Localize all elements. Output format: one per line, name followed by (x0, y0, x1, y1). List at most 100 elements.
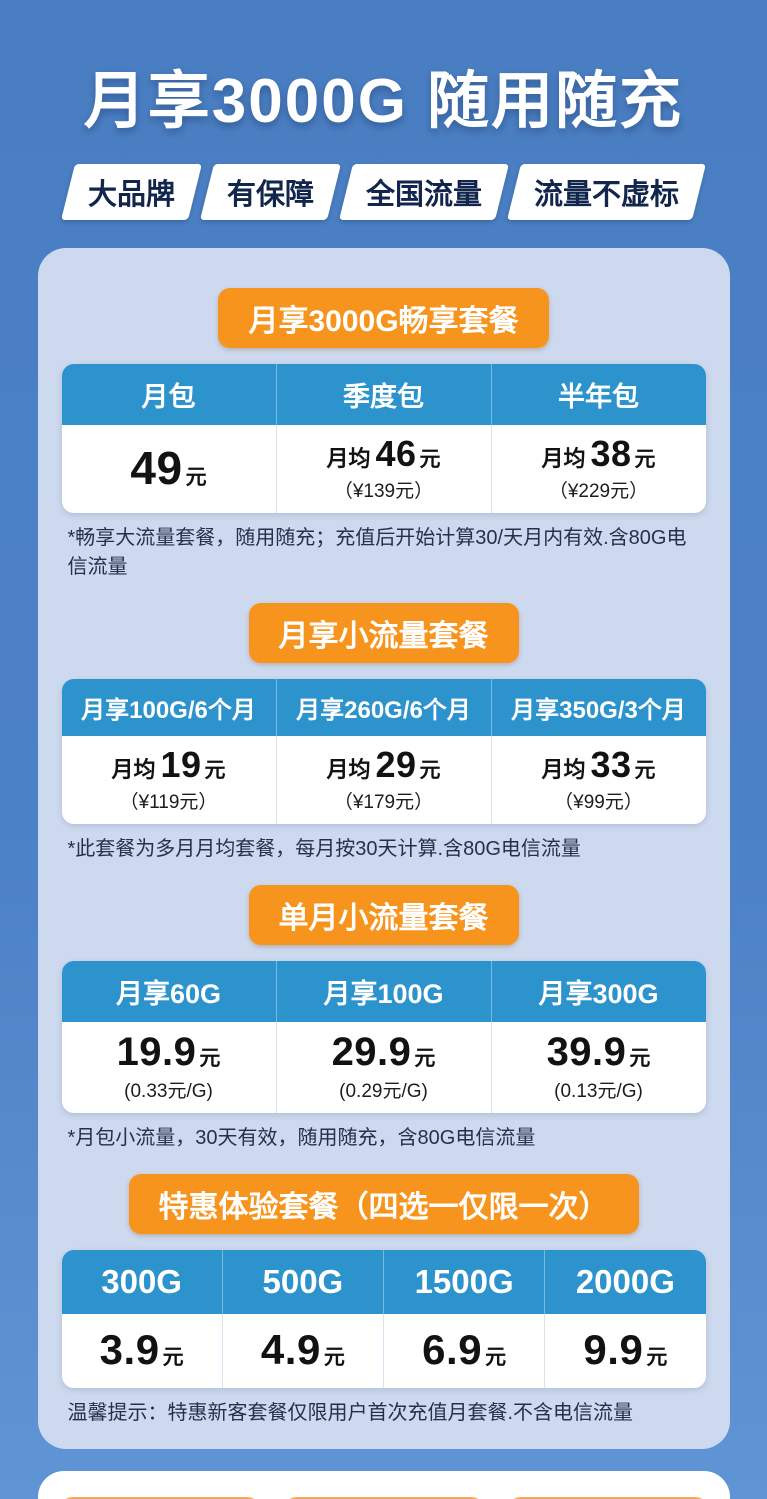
price-value: 4.9 (260, 1326, 321, 1373)
plan-note-warm-tip: 温馨提示：特惠新客套餐仅限用户首次充值月套餐.不含电信流量 (67, 1402, 634, 1424)
price-sub: (0.33元/G) (124, 1081, 213, 1102)
price-value: 9.9 (583, 1326, 644, 1373)
plan-table-small-data-monthly-avg: 月享100G/6个月 月享260G/6个月 月享350G/3个月 月均 19 元 （… (61, 679, 706, 824)
price-line: 9.9 元 (583, 1326, 667, 1374)
price-cell: 9.9 元 (544, 1314, 705, 1388)
price-line: 月均 19 元 (111, 744, 225, 786)
price-cell: 月均 38 元 （¥229元） (490, 425, 706, 513)
column-header: 2000G (544, 1250, 705, 1314)
column-header: 月享300G (490, 961, 706, 1022)
price-value: 29 (375, 744, 417, 785)
price-prefix: 月均 (111, 757, 156, 782)
column-header: 季度包 (275, 364, 491, 425)
badge-label: 大品牌 (87, 179, 175, 211)
price-value: 33 (590, 744, 632, 785)
price-line: 月均 46 元 (326, 433, 440, 475)
badge-label: 流量不虚标 (534, 179, 680, 211)
price-value: 6.9 (422, 1326, 483, 1373)
price-unit: 元 (199, 1047, 221, 1070)
column-header: 月包 (141, 382, 196, 412)
plan-table-enjoy-3000g: 月包 季度包 半年包 49 元 月均 46 元 （¥139元） (61, 364, 706, 513)
plan-table-trial-deal: 300G 500G 1500G 2000G 3.9 元 4.9 元 (61, 1250, 706, 1388)
table-header-row: 月享60G 月享100G 月享300G (61, 961, 706, 1022)
price-cell: 29.9 元 (0.29元/G) (275, 1022, 491, 1113)
badge-row: 大品牌 有保障 全国流量 流量不虚标 (0, 164, 767, 220)
price-line: 49 元 (130, 441, 206, 495)
badge-label: 全国流量 (366, 179, 483, 211)
column-header: 月享100G (275, 961, 491, 1022)
price-sub: （¥179元） (333, 792, 434, 813)
page-title: 月享3000G 随用随充 (83, 67, 684, 136)
table-header-row: 月享100G/6个月 月享260G/6个月 月享350G/3个月 (61, 679, 706, 736)
price-cell: 月均 29 元 （¥179元） (275, 736, 491, 824)
plan-table-single-month-small-data: 月享60G 月享100G 月享300G 19.9 元 (0.33元/G) 29.9… (61, 961, 706, 1113)
price-line: 6.9 元 (422, 1326, 506, 1374)
plan-note: *月包小流量，30天有效，随用随充，含80G电信流量 (67, 1127, 536, 1149)
price-unit: 元 (629, 1047, 651, 1070)
price-line: 月均 33 元 (541, 744, 655, 786)
price-prefix: 月均 (541, 757, 586, 782)
price-sub: (0.29元/G) (339, 1081, 428, 1102)
price-line: 39.9 元 (547, 1030, 651, 1075)
column-header: 月享100G/6个月 (81, 697, 256, 724)
column-header: 月享350G/3个月 (490, 679, 706, 736)
plan-note: *畅享大流量套餐，随用随充；充值后开始计算30/天月内有效.含80G电信流量 (67, 527, 687, 578)
table-body-row: 3.9 元 4.9 元 6.9 元 9.9 元 (61, 1314, 706, 1388)
price-cell: 49 元 (62, 425, 276, 513)
price-unit: 元 (634, 448, 656, 471)
section-pill-small-data-monthly-avg: 月享小流量套餐 (248, 603, 519, 663)
table-body-row: 49 元 月均 46 元 （¥139元） 月均 38 元 （¥229元） (61, 425, 706, 513)
price-cell: 6.9 元 (383, 1314, 544, 1388)
column-header: 500G (221, 1250, 383, 1314)
column-header: 月享60G (115, 979, 222, 1009)
price-line: 月均 29 元 (326, 744, 440, 786)
price-prefix: 月均 (541, 446, 586, 471)
price-value: 39.9 (546, 1030, 627, 1074)
badge-honest-data: 流量不虚标 (507, 164, 707, 220)
price-unit: 元 (414, 1047, 436, 1070)
price-cell: 4.9 元 (221, 1314, 383, 1388)
column-header: 半年包 (490, 364, 706, 425)
column-header: 1500G (383, 1250, 544, 1314)
price-unit: 元 (204, 759, 226, 782)
price-line: 19.9 元 (117, 1030, 221, 1075)
price-cell: 月均 19 元 （¥119元） (62, 736, 276, 824)
price-cell: 月均 46 元 （¥139元） (275, 425, 491, 513)
price-value: 29.9 (331, 1030, 412, 1074)
price-sub: （¥139元） (333, 481, 434, 502)
price-unit: 元 (419, 448, 441, 471)
price-sub: （¥119元） (119, 792, 218, 813)
price-value: 3.9 (99, 1326, 160, 1373)
price-cell: 3.9 元 (62, 1314, 222, 1388)
price-unit: 元 (419, 759, 441, 782)
price-cell: 月均 33 元 （¥99元） (490, 736, 706, 824)
price-unit: 元 (485, 1346, 507, 1369)
price-value: 38 (590, 433, 632, 474)
badge-brand: 大品牌 (60, 164, 202, 220)
badge-label: 有保障 (226, 179, 314, 211)
plans-card: 月享3000G畅享套餐 月包 季度包 半年包 49 元 月均 46 元 （¥139元） (37, 248, 730, 1449)
price-line: 月均 38 元 (541, 433, 655, 475)
price-sub: （¥229元） (548, 481, 649, 502)
table-body-row: 19.9 元 (0.33元/G) 29.9 元 (0.29元/G) 39.9 元 (0… (61, 1022, 706, 1113)
price-line: 29.9 元 (332, 1030, 436, 1075)
price-unit: 元 (323, 1346, 345, 1369)
price-unit: 元 (634, 759, 656, 782)
column-header: 300G (101, 1263, 182, 1300)
price-cell: 19.9 元 (0.33元/G) (62, 1022, 276, 1113)
table-header-row: 月包 季度包 半年包 (61, 364, 706, 425)
column-header: 月享260G/6个月 (275, 679, 491, 736)
price-value: 46 (375, 433, 417, 474)
price-unit: 元 (185, 466, 207, 489)
price-sub: (0.13元/G) (554, 1081, 643, 1102)
price-sub: （¥99元） (554, 792, 643, 813)
price-unit: 元 (646, 1346, 668, 1369)
price-value: 19 (160, 744, 202, 785)
price-prefix: 月均 (326, 446, 371, 471)
badge-nationwide: 全国流量 (339, 164, 509, 220)
price-value: 49 (130, 442, 183, 494)
section-pill-trial-deal: 特惠体验套餐（四选一仅限一次） (128, 1174, 639, 1234)
price-line: 3.9 元 (100, 1326, 184, 1374)
price-cell: 39.9 元 (0.13元/G) (490, 1022, 706, 1113)
